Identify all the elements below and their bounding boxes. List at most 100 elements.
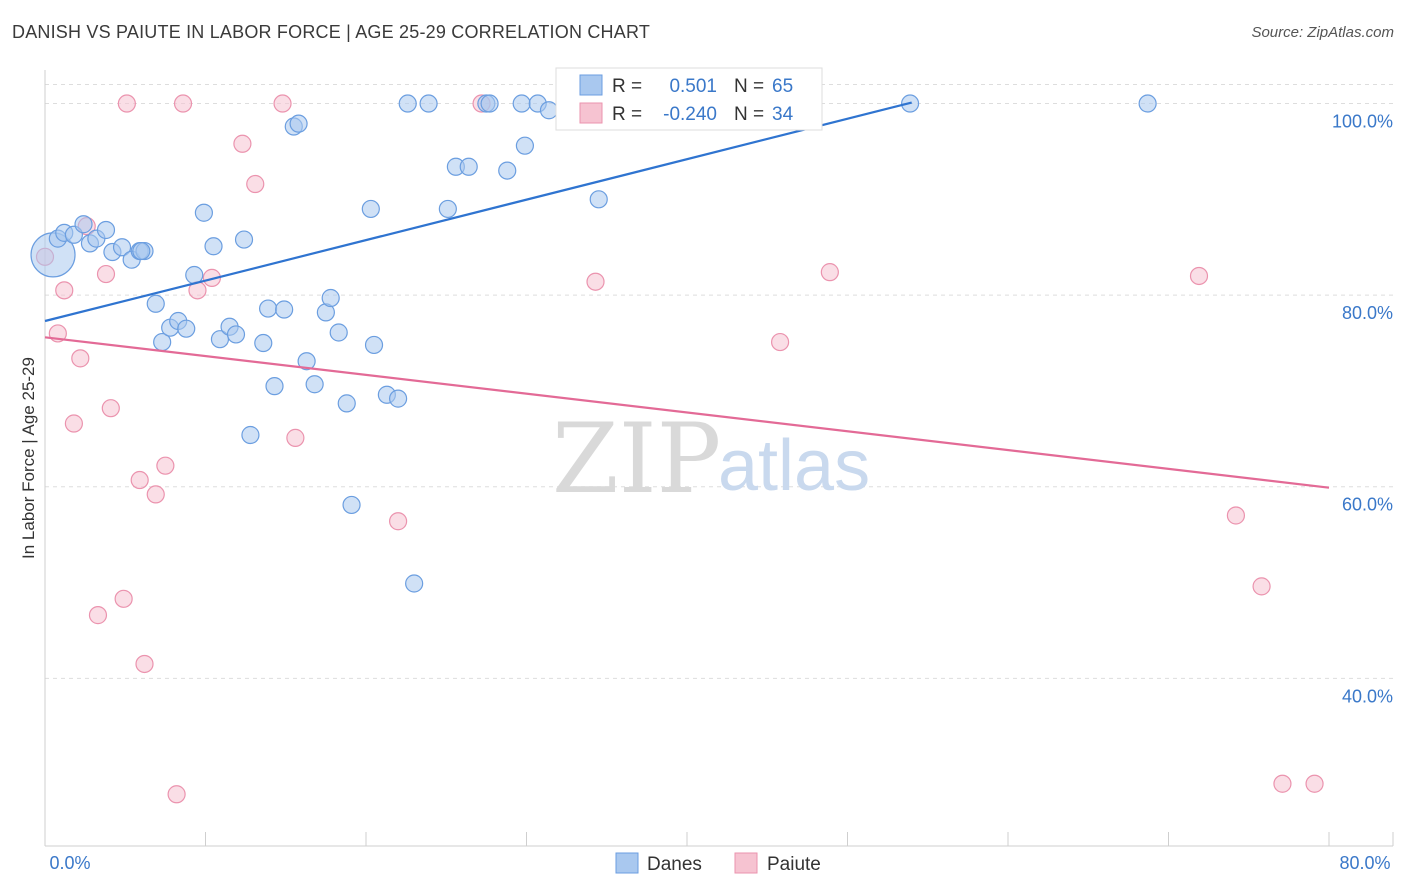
y-tick-label: 80.0% bbox=[1342, 303, 1393, 323]
trend-lines bbox=[44, 101, 1330, 489]
stats-r-label: R = bbox=[612, 76, 642, 97]
paiute-trend-line bbox=[44, 336, 1330, 489]
danes-point bbox=[132, 241, 151, 261]
danes-point bbox=[1138, 94, 1157, 113]
paiute-point bbox=[101, 399, 120, 418]
y-tick-label: 100.0% bbox=[1332, 112, 1393, 132]
danes-point bbox=[305, 375, 324, 394]
danes-point bbox=[241, 425, 260, 445]
danes-point bbox=[438, 199, 457, 219]
danes-point bbox=[112, 238, 132, 257]
paiute-point bbox=[389, 512, 408, 531]
watermark: ZIP atlas bbox=[552, 403, 870, 515]
legend-swatch-danes bbox=[615, 852, 639, 874]
danes-point bbox=[177, 319, 196, 338]
paiute-point bbox=[117, 94, 136, 113]
stats-n-label: N = bbox=[734, 76, 764, 97]
danes-point bbox=[498, 161, 517, 180]
legend-label-paiute: Paiute bbox=[767, 854, 821, 875]
danes-point bbox=[512, 94, 531, 113]
stats-swatch-danes bbox=[579, 74, 603, 96]
danes-point bbox=[342, 495, 361, 515]
danes-point bbox=[364, 335, 384, 355]
stats-legend: R = 0.501 N = 65 R = -0.240 N = 34 bbox=[555, 67, 823, 131]
paiute-point bbox=[146, 485, 165, 504]
danes-point bbox=[74, 215, 93, 234]
paiute-point bbox=[167, 785, 186, 804]
paiute-point bbox=[114, 589, 133, 608]
paiute-point bbox=[88, 606, 108, 625]
danes-point bbox=[289, 114, 308, 133]
danes-point bbox=[234, 230, 254, 249]
paiute-point bbox=[55, 281, 74, 300]
paiute-point bbox=[1252, 577, 1271, 596]
danes-point bbox=[589, 190, 608, 209]
watermark-atlas: atlas bbox=[718, 426, 870, 506]
danes-point bbox=[398, 94, 417, 113]
danes-point bbox=[405, 574, 424, 593]
watermark-zip: ZIP bbox=[552, 403, 721, 515]
danes-point bbox=[146, 294, 165, 313]
danes-point bbox=[329, 323, 348, 342]
stats-r-value: 0.501 bbox=[669, 76, 717, 97]
danes-point bbox=[96, 220, 116, 240]
stats-r-value: -0.240 bbox=[663, 104, 717, 125]
danes-point bbox=[226, 325, 246, 344]
danes-point bbox=[389, 389, 408, 408]
danes-point bbox=[361, 199, 380, 219]
danes-point bbox=[254, 333, 273, 353]
stats-swatch-paiute bbox=[579, 102, 603, 124]
paiute-point bbox=[246, 174, 265, 194]
y-tick-labels: 40.0% 60.0% 80.0% 100.0% bbox=[1332, 112, 1393, 707]
paiute-point bbox=[586, 272, 605, 291]
danes-point bbox=[204, 237, 223, 256]
paiute-point bbox=[233, 134, 252, 153]
paiute-point bbox=[1189, 266, 1209, 286]
danes-point bbox=[480, 94, 499, 113]
grid bbox=[45, 84, 1393, 679]
stats-n-value: 34 bbox=[772, 104, 794, 125]
danes-point bbox=[337, 394, 356, 413]
paiute-point bbox=[71, 349, 90, 368]
paiute-point bbox=[1305, 774, 1324, 793]
danes-points bbox=[30, 94, 1157, 593]
paiute-point bbox=[820, 263, 839, 282]
stats-n-value: 65 bbox=[772, 76, 793, 97]
paiute-point bbox=[130, 470, 149, 490]
paiute-point bbox=[135, 654, 154, 674]
x-max-label: 80.0% bbox=[1339, 853, 1390, 873]
series-legend: Danes Paiute bbox=[615, 852, 821, 875]
y-tick-label: 60.0% bbox=[1342, 495, 1393, 515]
source-label: Source: ZipAtlas.com bbox=[1251, 24, 1394, 41]
danes-point bbox=[297, 352, 316, 371]
stats-n-label: N = bbox=[734, 104, 764, 125]
legend-label-danes: Danes bbox=[647, 854, 702, 875]
stats-r-label: R = bbox=[612, 104, 642, 125]
danes-point bbox=[258, 299, 278, 318]
y-axis-title: In Labor Force | Age 25-29 bbox=[19, 357, 38, 559]
danes-point bbox=[539, 101, 559, 120]
danes-point bbox=[194, 203, 213, 222]
danes-point bbox=[275, 300, 294, 319]
danes-point bbox=[265, 377, 284, 396]
danes-point bbox=[515, 136, 534, 155]
danes-point bbox=[419, 94, 438, 113]
legend-swatch-paiute bbox=[734, 852, 758, 874]
paiute-point bbox=[273, 94, 292, 113]
danes-trend-line bbox=[44, 101, 912, 323]
paiute-point bbox=[770, 332, 790, 352]
danes-point bbox=[321, 288, 340, 308]
paiute-point bbox=[1226, 506, 1246, 525]
paiute-point bbox=[173, 94, 193, 113]
paiute-point bbox=[1273, 774, 1292, 793]
paiute-point bbox=[96, 264, 116, 284]
paiute-point bbox=[64, 414, 83, 433]
paiute-point bbox=[156, 456, 175, 475]
paiute-point bbox=[286, 428, 305, 447]
x-ticks bbox=[44, 832, 1394, 846]
x-min-label: 0.0% bbox=[49, 853, 90, 873]
danes-point bbox=[459, 157, 478, 176]
y-tick-label: 40.0% bbox=[1342, 686, 1393, 706]
chart-title: DANISH VS PAIUTE IN LABOR FORCE | AGE 25… bbox=[12, 22, 651, 42]
